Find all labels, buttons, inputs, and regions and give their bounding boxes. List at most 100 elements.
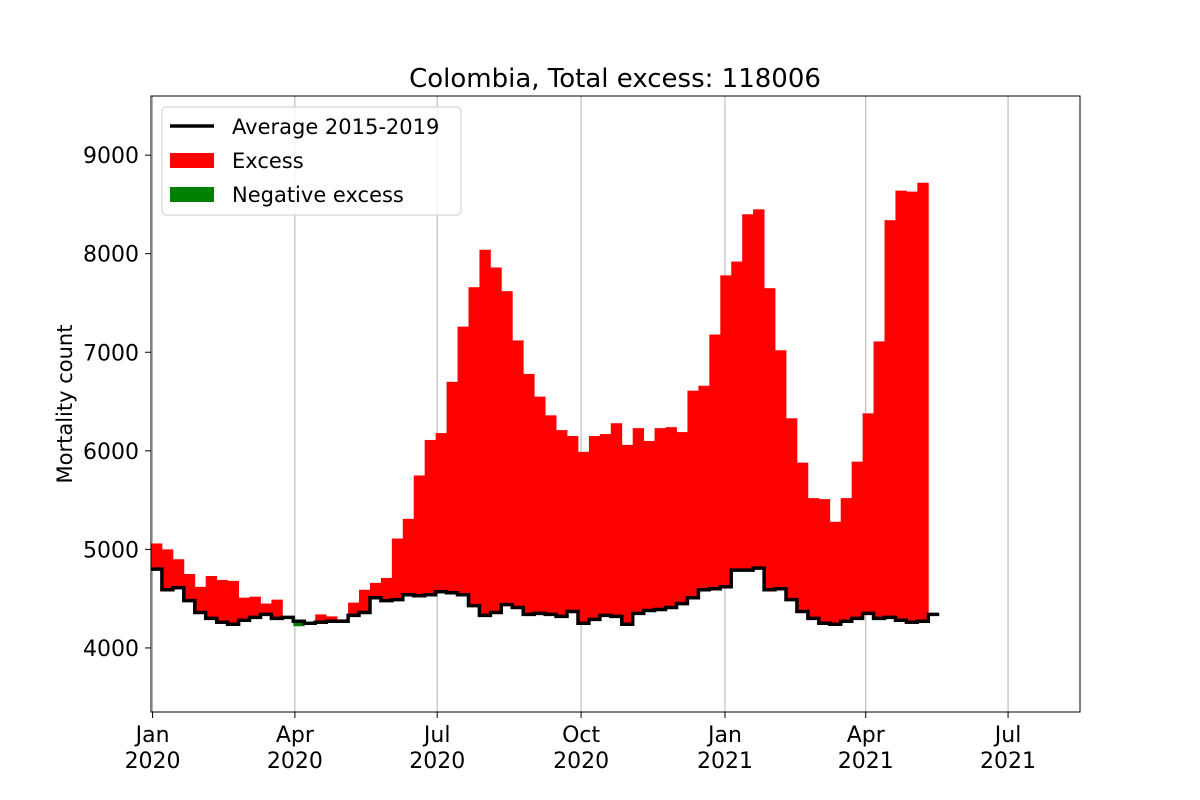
excess-bar xyxy=(151,543,163,570)
excess-bar xyxy=(359,589,371,613)
x-tick-label: 2020 xyxy=(125,749,181,774)
x-tick-label: Jan xyxy=(134,723,170,748)
excess-bar xyxy=(632,428,645,614)
excess-bar xyxy=(687,390,699,598)
excess-bar xyxy=(391,538,404,600)
excess-bar xyxy=(567,436,579,612)
excess-bar xyxy=(676,432,688,604)
excess-bar xyxy=(709,334,721,589)
excess-bar xyxy=(742,214,754,571)
excess-bar xyxy=(654,428,666,610)
excess-bar xyxy=(764,288,776,590)
excess-bar xyxy=(194,586,207,613)
x-tick-label: 2020 xyxy=(267,749,323,774)
excess-bar xyxy=(205,575,218,619)
excess-bar xyxy=(785,418,798,600)
excess-bar xyxy=(862,413,874,614)
excess-bar xyxy=(369,582,382,598)
excess-bar xyxy=(413,475,426,596)
excess-bar xyxy=(884,220,896,618)
plot-frame xyxy=(150,95,1081,713)
legend: Average 2015-2019 Excess Negative excess xyxy=(161,106,462,216)
x-tick-label: 2021 xyxy=(838,749,894,774)
x-tick-label: Jan xyxy=(706,723,742,748)
excess-bar xyxy=(599,434,612,616)
excess-bar xyxy=(753,209,765,569)
excess-bar xyxy=(238,597,250,621)
legend-label: Excess xyxy=(232,149,304,173)
excess-bar xyxy=(446,381,458,593)
excess-bar xyxy=(501,291,513,605)
excess-bar xyxy=(851,461,864,619)
x-tick-label: 2020 xyxy=(409,749,465,774)
excess-bar xyxy=(315,614,327,623)
excess-bar xyxy=(895,190,907,621)
excess-bar xyxy=(906,191,918,623)
y-axis-label: Mortality count xyxy=(53,325,77,484)
excess-bar xyxy=(380,577,393,601)
x-tick-label: Oct xyxy=(562,723,600,748)
x-tick-label: 2020 xyxy=(553,749,609,774)
excess-bar xyxy=(545,415,557,615)
excess-bar xyxy=(796,462,809,612)
excess-bar xyxy=(216,579,229,623)
excess-bar xyxy=(588,436,601,620)
excess-bar xyxy=(556,430,568,617)
excess-bar xyxy=(172,559,185,588)
excess-bar xyxy=(402,518,415,595)
excess-bar xyxy=(271,599,283,619)
negative-excess-bar xyxy=(293,621,305,627)
excess-bar xyxy=(698,385,710,590)
x-tick-label: 2021 xyxy=(697,749,753,774)
legend-swatch-patch xyxy=(170,187,214,202)
legend-swatch-patch xyxy=(170,153,214,168)
x-tick-label: Jul xyxy=(422,723,451,748)
plot-area: 400050006000700080009000Jan2020Apr2020Ju… xyxy=(83,95,1081,774)
legend-box xyxy=(161,106,462,216)
legend-label: Negative excess xyxy=(232,183,404,207)
excess-bar xyxy=(829,521,842,625)
excess-bar xyxy=(720,275,732,587)
excess-bar xyxy=(260,603,272,615)
excess-bar xyxy=(457,326,469,595)
y-tick-label: 4000 xyxy=(83,637,139,662)
chart-title: Colombia, Total excess: 118006 xyxy=(409,64,821,94)
excess-bar xyxy=(161,549,174,590)
y-tick-label: 6000 xyxy=(83,440,139,465)
excess-bar xyxy=(917,182,929,622)
excess-bar xyxy=(468,287,480,606)
legend-label: Average 2015-2019 xyxy=(232,115,439,139)
excess-bar xyxy=(523,373,535,615)
excess-bar xyxy=(621,444,634,625)
excess-bar xyxy=(435,433,447,592)
excess-bar xyxy=(183,574,196,601)
excess-bar xyxy=(326,616,338,622)
excess-bar xyxy=(577,451,590,624)
x-tick-label: Jul xyxy=(993,723,1022,748)
excess-bar xyxy=(610,423,623,617)
excess-bar xyxy=(348,602,360,616)
excess-bar xyxy=(807,498,820,619)
excess-bar xyxy=(479,249,491,616)
excess-bar xyxy=(490,267,502,613)
excess-bar xyxy=(775,350,787,589)
excess-bar xyxy=(643,440,655,611)
excess-bar xyxy=(818,499,831,624)
excess-bar xyxy=(512,340,524,608)
x-tick-label: Apr xyxy=(276,723,315,748)
average-line xyxy=(151,566,940,627)
excess-bar xyxy=(424,439,437,595)
excess-bar xyxy=(840,498,853,622)
y-tick-label: 9000 xyxy=(83,144,139,169)
excess-bar xyxy=(665,427,677,608)
y-tick-label: 8000 xyxy=(83,243,139,268)
excess-bar xyxy=(534,396,546,614)
x-tick-label: Apr xyxy=(847,723,886,748)
y-tick-label: 5000 xyxy=(83,538,139,563)
excess-bar xyxy=(873,341,885,619)
excess-bar xyxy=(249,596,261,618)
excess-bar xyxy=(227,580,239,625)
y-tick-label: 7000 xyxy=(83,341,139,366)
excess-bar xyxy=(731,261,743,571)
